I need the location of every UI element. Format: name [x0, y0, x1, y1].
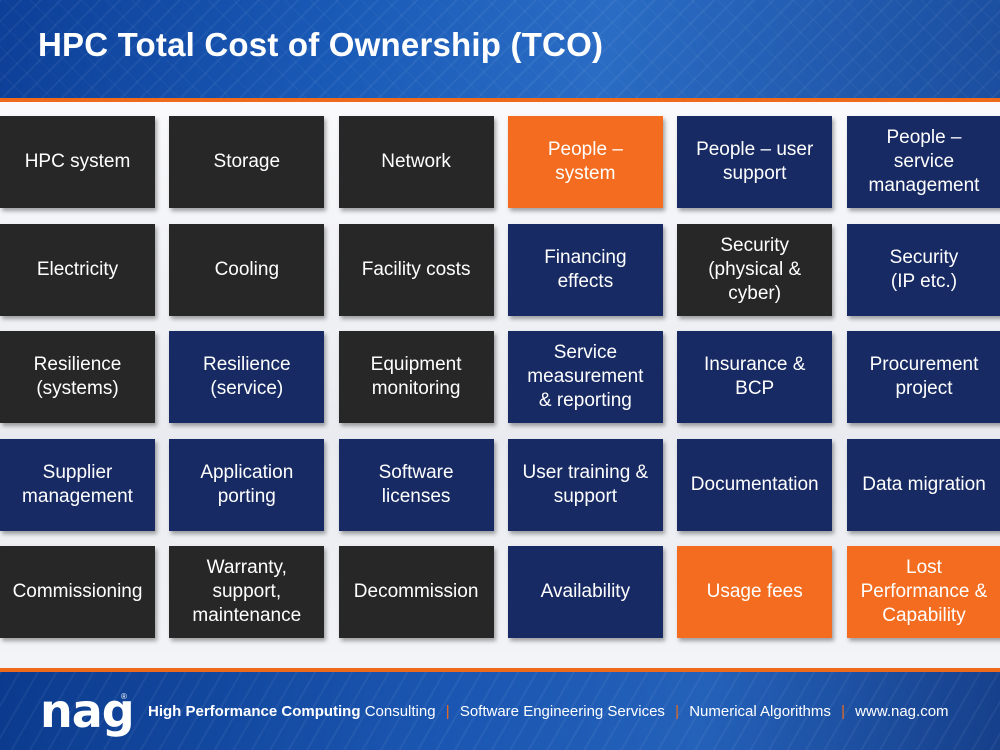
- tco-tile: People – system: [507, 116, 663, 208]
- top-divider: [0, 98, 1000, 102]
- tco-tile: HPC system: [0, 116, 155, 208]
- tco-tile: Service measurement & reporting: [507, 331, 663, 423]
- tco-tile-label: Network: [381, 151, 451, 172]
- tco-tile-label: Financing effects: [544, 246, 627, 292]
- tco-tile-label: Usage fees: [706, 581, 803, 602]
- tco-tile: Resilience (service): [169, 331, 325, 423]
- page-title: HPC Total Cost of Ownership (TCO): [38, 26, 604, 63]
- tagline-item: Consulting: [364, 703, 436, 720]
- nag-logo: nag: [40, 684, 135, 738]
- tco-tile-label: Supplier management: [22, 461, 133, 507]
- tco-tile-label: Service measurement & reporting: [527, 342, 644, 411]
- tco-tile: Security (IP etc.): [846, 223, 1000, 316]
- tco-tile: Procurement project: [846, 331, 1000, 423]
- header-banner: HPC Total Cost of Ownership (TCO): [0, 0, 1000, 98]
- tco-tile-label: Security (IP etc.): [889, 246, 959, 292]
- tco-tile: People – user support: [677, 116, 833, 208]
- registered-mark: ®: [121, 692, 127, 701]
- tco-tile: Resilience (systems): [0, 331, 155, 423]
- tco-tile: Security (physical & cyber): [677, 223, 833, 316]
- tco-tile-label: Equipment monitoring: [370, 354, 462, 399]
- tagline-item: www.nag.com: [855, 703, 949, 720]
- tco-tile: Commissioning: [0, 546, 155, 638]
- tagline-separator: |: [841, 703, 845, 720]
- tco-tile-label: Storage: [213, 151, 281, 172]
- tco-tile-label: Warranty, support, maintenance: [192, 557, 302, 626]
- tco-tile-label: Commissioning: [12, 581, 143, 602]
- tco-tile: Equipment monitoring: [338, 331, 494, 423]
- tco-tile-label: People – system: [547, 139, 623, 184]
- tco-tile-label: Application porting: [200, 461, 294, 507]
- tco-tile-label: People – service management: [868, 127, 980, 196]
- tco-tile-label: Cooling: [214, 258, 280, 280]
- content-area: [0, 102, 1000, 668]
- tco-tile-label: Facility costs: [361, 258, 471, 280]
- tco-tile: Facility costs: [338, 223, 494, 316]
- tco-tile: Data migration: [846, 438, 1000, 531]
- tco-tile: Financing effects: [507, 223, 663, 316]
- tco-tile-label: Data migration: [862, 473, 986, 495]
- tagline-item: Numerical Algorithms: [689, 703, 831, 720]
- tco-tile: Supplier management: [0, 438, 155, 531]
- tco-tile: Network: [338, 116, 494, 208]
- tco-tile: People – service management: [846, 116, 1000, 208]
- tco-tile: Availability: [507, 546, 663, 638]
- tco-tile-label: Availability: [540, 581, 631, 602]
- tco-tile-label: Resilience (service): [202, 354, 291, 399]
- tco-tile-label: People – user support: [696, 139, 814, 184]
- bottom-divider: [0, 668, 1000, 672]
- tco-tile: User training & support: [507, 438, 663, 531]
- tco-tile-label: Decommission: [353, 581, 479, 602]
- tco-tile-label: HPC system: [24, 151, 131, 172]
- tco-tile: Cooling: [169, 223, 325, 316]
- tco-tile-label: Insurance & BCP: [703, 354, 806, 399]
- tco-tile-label: Electricity: [36, 258, 119, 280]
- tco-tile-label: Documentation: [690, 473, 819, 495]
- tagline-item: Software Engineering Services: [459, 703, 665, 720]
- footer-tagline: High Performance Computing Consulting | …: [148, 703, 949, 720]
- tco-tile: Documentation: [677, 438, 833, 531]
- tco-tile: Warranty, support, maintenance: [169, 546, 325, 638]
- tco-tile-grid: HPC system Storage Network People – system P…: [0, 116, 1000, 642]
- tco-tile: Usage fees: [677, 546, 833, 638]
- tco-tile-label: Software licenses: [378, 461, 454, 507]
- tco-tile: Application porting: [169, 438, 325, 531]
- tagline-separator: |: [675, 703, 680, 720]
- tagline-separator: |: [445, 703, 450, 720]
- tagline-strong: High Performance Computing: [148, 703, 361, 720]
- tco-tile: Lost Performance & Capability: [846, 546, 1000, 638]
- footer-banner: nag ® High Performance Computing Consult…: [0, 672, 1000, 750]
- tco-tile-label: Resilience (systems): [33, 354, 122, 399]
- tco-tile-label: Security (physical & cyber): [708, 234, 802, 304]
- tco-tile: Storage: [169, 116, 325, 208]
- tco-tile: Electricity: [0, 223, 155, 316]
- tco-tile-label: Procurement project: [869, 354, 979, 399]
- tco-tile: Insurance & BCP: [677, 331, 833, 423]
- tco-tile-label: Lost Performance & Capability: [860, 557, 988, 626]
- tco-tile: Software licenses: [338, 438, 494, 531]
- tco-tile-label: User training & support: [522, 461, 649, 507]
- tco-tile: Decommission: [338, 546, 494, 638]
